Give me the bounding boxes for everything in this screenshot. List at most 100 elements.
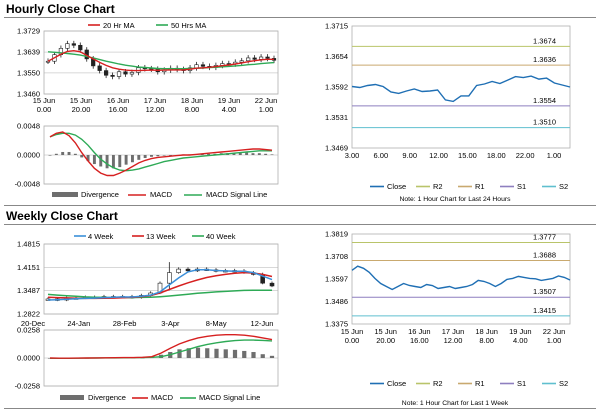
chart-note: Note: 1 Hour Chart for Last 1 Week bbox=[402, 400, 509, 407]
divergence-bar bbox=[86, 155, 90, 162]
divergence-bar bbox=[251, 153, 255, 155]
candle-body bbox=[129, 72, 135, 75]
y-tick-label: -0.0258 bbox=[15, 382, 40, 391]
series-20hr-ma bbox=[47, 49, 274, 72]
y-tick-label: 0.0258 bbox=[17, 326, 40, 335]
candle-body bbox=[239, 60, 244, 63]
x-tick-label: 6.00 bbox=[374, 151, 389, 160]
x-tick-label: 3.00 bbox=[345, 151, 360, 160]
divergence-bar bbox=[130, 155, 134, 163]
divergence-bar bbox=[137, 155, 141, 160]
divergence-bar bbox=[195, 347, 201, 358]
divergence-bar bbox=[245, 152, 249, 155]
y-tick-label: 1.3469 bbox=[325, 144, 348, 153]
x-tick-label: 16.00 bbox=[109, 105, 128, 114]
divergence-bar bbox=[118, 155, 122, 168]
y-tick-label: 1.2822 bbox=[17, 310, 40, 319]
legend-label-r2: R2 bbox=[433, 379, 443, 388]
x-tick-label: 22 Jun bbox=[255, 96, 278, 105]
candle-body bbox=[78, 44, 83, 51]
x-tick-label: 24-Jan bbox=[67, 319, 90, 328]
candle-body bbox=[185, 268, 191, 272]
y-tick-label: 1.3597 bbox=[325, 275, 348, 284]
legend-label-macd-signal: MACD Signal Line bbox=[206, 190, 267, 199]
legend-label-s1: S1 bbox=[517, 182, 526, 191]
candle-body bbox=[104, 70, 109, 76]
x-tick-label: 19 Jun bbox=[509, 327, 532, 336]
x-tick-label: 15 Jun bbox=[374, 327, 397, 336]
plot-frame bbox=[43, 243, 279, 315]
y-tick-label: 1.3550 bbox=[17, 68, 40, 77]
x-tick-label: 4.00 bbox=[513, 336, 528, 345]
legend-label-40-week: 40 Week bbox=[206, 232, 236, 241]
y-tick-label: 1.3375 bbox=[325, 320, 348, 329]
x-tick-label: 15.00 bbox=[458, 151, 477, 160]
hourly-price-chart: 20 Hr MA 50 Hrs MA 1.3729 1.3639 1.3550 1.3… bbox=[17, 21, 279, 114]
legend-swatch-divergence bbox=[60, 395, 84, 400]
candle-body bbox=[258, 56, 264, 60]
divergence-bar bbox=[223, 349, 228, 358]
legend-label-close: Close bbox=[387, 379, 406, 388]
legend-swatch-divergence bbox=[52, 192, 78, 197]
divergence-bar bbox=[270, 154, 274, 155]
divergence-bar bbox=[61, 151, 65, 155]
legend-label-4-week: 4 Week bbox=[88, 232, 114, 241]
legend-label-20hr-ma: 20 Hr MA bbox=[103, 21, 135, 30]
x-tick-label: 12.00 bbox=[429, 151, 448, 160]
x-tick-label: 1.00 bbox=[547, 151, 562, 160]
candle-body bbox=[110, 74, 115, 77]
y-tick-label: 1.3487 bbox=[17, 286, 40, 295]
divergence-bar bbox=[205, 348, 210, 358]
x-tick-label: 19 Jun bbox=[218, 96, 241, 105]
legend-label-r1: R1 bbox=[475, 379, 485, 388]
level-label-r1: 1.3688 bbox=[533, 251, 556, 260]
y-tick-label: 1.3592 bbox=[325, 83, 348, 92]
divergence-bar bbox=[162, 155, 166, 156]
x-tick-label: 16.00 bbox=[410, 336, 429, 345]
y-tick-label: 1.3639 bbox=[17, 48, 40, 57]
legend-label-s1: S1 bbox=[517, 379, 526, 388]
series-40-week bbox=[47, 289, 272, 299]
hourly-section-title: Hourly Close Chart bbox=[6, 2, 115, 16]
divergence-bar bbox=[67, 151, 71, 155]
chart-legend: 20 Hr MA 50 Hrs MA bbox=[88, 21, 206, 30]
divergence-bar bbox=[269, 355, 275, 358]
series-close bbox=[351, 265, 571, 291]
y-tick-label: 1.3654 bbox=[325, 52, 348, 61]
candle-body bbox=[265, 56, 270, 59]
legend-label-macd: MACD bbox=[150, 190, 173, 199]
candle-body bbox=[167, 272, 172, 284]
x-tick-label: 8-May bbox=[206, 319, 227, 328]
series-macd bbox=[49, 333, 273, 359]
y-tick-label: 1.3729 bbox=[17, 27, 40, 36]
y-tick-label: 1.3708 bbox=[325, 252, 348, 261]
candle-body bbox=[269, 282, 275, 287]
divergence-bar bbox=[73, 153, 77, 155]
divergence-bar bbox=[111, 155, 115, 169]
legend-label-macd-signal: MACD Signal Line bbox=[199, 393, 260, 402]
hourly-macd-chart: 0.0048 0.0000 -0.0048 Divergence MACD MACD… bbox=[15, 122, 279, 199]
x-tick-label: 9.00 bbox=[402, 151, 417, 160]
level-label-s1: 1.3554 bbox=[533, 96, 556, 105]
x-tick-label: 12.00 bbox=[146, 105, 165, 114]
y-tick-label: 0.0000 bbox=[17, 151, 40, 160]
x-tick-label: 20.00 bbox=[72, 105, 91, 114]
legend-label-r2: R2 bbox=[433, 182, 443, 191]
y-tick-label: 1.3819 bbox=[325, 230, 348, 239]
x-tick-label: 1.00 bbox=[547, 336, 562, 345]
legend-label-macd: MACD bbox=[151, 393, 174, 402]
candle-body bbox=[97, 65, 102, 71]
legend-label-s2: S2 bbox=[559, 379, 568, 388]
x-tick-label: 0.00 bbox=[37, 105, 52, 114]
level-label-r1: 1.3636 bbox=[533, 55, 556, 64]
x-tick-label: 22.00 bbox=[516, 151, 535, 160]
divergence-bar bbox=[99, 155, 103, 167]
legend-label-divergence: Divergence bbox=[81, 190, 119, 199]
bottom-divider bbox=[4, 408, 596, 409]
x-tick-label: 15 Jun bbox=[33, 96, 56, 105]
legend-label-divergence: Divergence bbox=[88, 393, 126, 402]
divergence-bar bbox=[264, 153, 268, 155]
divergence-bar bbox=[251, 352, 256, 358]
level-label-r2: 1.3777 bbox=[533, 233, 556, 242]
legend-label-r1: R1 bbox=[475, 182, 485, 191]
